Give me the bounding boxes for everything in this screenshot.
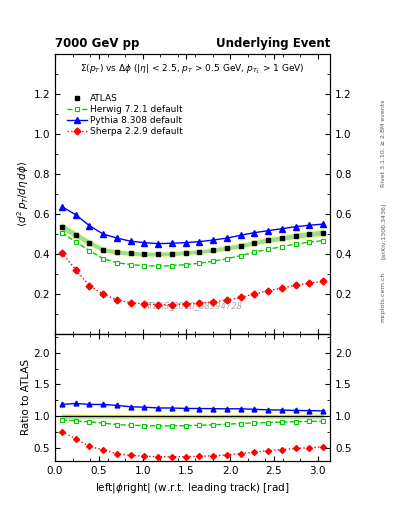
ATLAS xyxy=(266,237,271,243)
ATLAS xyxy=(169,250,174,257)
Pythia 8.308 default xyxy=(59,204,64,210)
ATLAS xyxy=(307,231,312,237)
Line: Sherpa 2.2.9 default: Sherpa 2.2.9 default xyxy=(59,250,326,307)
Pythia 8.308 default xyxy=(252,229,257,236)
Text: mcplots.cern.ch: mcplots.cern.ch xyxy=(381,272,386,322)
ATLAS xyxy=(156,251,160,257)
Herwig 7.2.1 default xyxy=(142,263,147,269)
ATLAS xyxy=(252,240,257,246)
Pythia 8.308 default xyxy=(238,232,243,238)
Pythia 8.308 default xyxy=(169,240,174,246)
ATLAS xyxy=(294,232,298,239)
Pythia 8.308 default xyxy=(197,239,202,245)
Pythia 8.308 default xyxy=(224,235,229,241)
X-axis label: left$|\phi$right$|$ (w.r.t. leading track) [rad]: left$|\phi$right$|$ (w.r.t. leading trac… xyxy=(95,481,290,495)
Herwig 7.2.1 default xyxy=(101,255,106,262)
ATLAS xyxy=(101,247,106,253)
Herwig 7.2.1 default xyxy=(156,263,160,269)
Herwig 7.2.1 default xyxy=(252,249,257,255)
Text: $\Sigma(p_{T})$ vs $\Delta\phi$ ($|\eta|$ < 2.5, $p_{T}$ > 0.5 GeV, $p_{T_1}$ > : $\Sigma(p_{T})$ vs $\Delta\phi$ ($|\eta|… xyxy=(80,62,305,76)
Pythia 8.308 default xyxy=(280,226,285,232)
ATLAS xyxy=(224,245,229,251)
Line: Herwig 7.2.1 default: Herwig 7.2.1 default xyxy=(59,230,326,268)
Sherpa 2.2.9 default xyxy=(73,267,78,273)
Sherpa 2.2.9 default xyxy=(321,278,325,284)
Text: [arXiv:1306.3436]: [arXiv:1306.3436] xyxy=(381,202,386,259)
ATLAS xyxy=(197,248,202,254)
Herwig 7.2.1 default xyxy=(129,262,133,268)
Sherpa 2.2.9 default xyxy=(294,282,298,288)
Sherpa 2.2.9 default xyxy=(59,249,64,255)
Pythia 8.308 default xyxy=(129,238,133,244)
Sherpa 2.2.9 default xyxy=(224,297,229,303)
Sherpa 2.2.9 default xyxy=(156,302,160,308)
ATLAS xyxy=(280,235,285,241)
Herwig 7.2.1 default xyxy=(115,260,119,266)
ATLAS xyxy=(115,249,119,255)
Herwig 7.2.1 default xyxy=(59,229,64,236)
ATLAS xyxy=(73,231,78,238)
Text: Rivet 3.1.10, ≥ 2.8M events: Rivet 3.1.10, ≥ 2.8M events xyxy=(381,100,386,187)
ATLAS xyxy=(321,229,325,236)
Herwig 7.2.1 default xyxy=(307,239,312,245)
Pythia 8.308 default xyxy=(87,223,92,229)
Sherpa 2.2.9 default xyxy=(115,297,119,303)
Text: ATLAS_2010_S8994728: ATLAS_2010_S8994728 xyxy=(143,301,242,310)
Y-axis label: Ratio to ATLAS: Ratio to ATLAS xyxy=(21,359,31,435)
Pythia 8.308 default xyxy=(142,240,147,246)
ATLAS xyxy=(129,250,133,257)
Herwig 7.2.1 default xyxy=(211,258,215,264)
Pythia 8.308 default xyxy=(115,235,119,241)
Herwig 7.2.1 default xyxy=(321,238,325,244)
Pythia 8.308 default xyxy=(183,240,188,246)
Pythia 8.308 default xyxy=(321,221,325,227)
Sherpa 2.2.9 default xyxy=(87,283,92,289)
Herwig 7.2.1 default xyxy=(266,246,271,252)
Pythia 8.308 default xyxy=(307,222,312,228)
Sherpa 2.2.9 default xyxy=(307,280,312,286)
Line: ATLAS: ATLAS xyxy=(59,224,326,257)
ATLAS xyxy=(238,243,243,249)
Sherpa 2.2.9 default xyxy=(238,294,243,301)
Herwig 7.2.1 default xyxy=(280,244,285,250)
Sherpa 2.2.9 default xyxy=(101,291,106,297)
Sherpa 2.2.9 default xyxy=(129,300,133,306)
Sherpa 2.2.9 default xyxy=(211,299,215,305)
Pythia 8.308 default xyxy=(156,241,160,247)
Legend: ATLAS, Herwig 7.2.1 default, Pythia 8.308 default, Sherpa 2.2.9 default: ATLAS, Herwig 7.2.1 default, Pythia 8.30… xyxy=(65,92,185,138)
Y-axis label: $\langle d^2\,p_T/d\eta\,d\phi\rangle$: $\langle d^2\,p_T/d\eta\,d\phi\rangle$ xyxy=(15,161,31,227)
Sherpa 2.2.9 default xyxy=(252,291,257,297)
ATLAS xyxy=(211,247,215,253)
Sherpa 2.2.9 default xyxy=(142,301,147,307)
Pythia 8.308 default xyxy=(211,237,215,243)
Pythia 8.308 default xyxy=(266,228,271,234)
Sherpa 2.2.9 default xyxy=(169,302,174,308)
ATLAS xyxy=(59,224,64,230)
Text: Underlying Event: Underlying Event xyxy=(216,36,330,50)
Herwig 7.2.1 default xyxy=(73,239,78,245)
ATLAS xyxy=(87,240,92,246)
Pythia 8.308 default xyxy=(294,224,298,230)
ATLAS xyxy=(183,249,188,255)
Sherpa 2.2.9 default xyxy=(280,285,285,291)
Herwig 7.2.1 default xyxy=(224,255,229,262)
Sherpa 2.2.9 default xyxy=(266,288,271,294)
Herwig 7.2.1 default xyxy=(87,248,92,254)
Line: Pythia 8.308 default: Pythia 8.308 default xyxy=(59,204,326,246)
Sherpa 2.2.9 default xyxy=(197,300,202,306)
Herwig 7.2.1 default xyxy=(169,263,174,269)
Pythia 8.308 default xyxy=(101,231,106,237)
Pythia 8.308 default xyxy=(73,211,78,218)
Sherpa 2.2.9 default xyxy=(183,301,188,307)
Herwig 7.2.1 default xyxy=(294,241,298,247)
Herwig 7.2.1 default xyxy=(197,260,202,266)
Text: 7000 GeV pp: 7000 GeV pp xyxy=(55,36,140,50)
Herwig 7.2.1 default xyxy=(238,252,243,259)
ATLAS xyxy=(142,251,147,257)
Herwig 7.2.1 default xyxy=(183,262,188,268)
